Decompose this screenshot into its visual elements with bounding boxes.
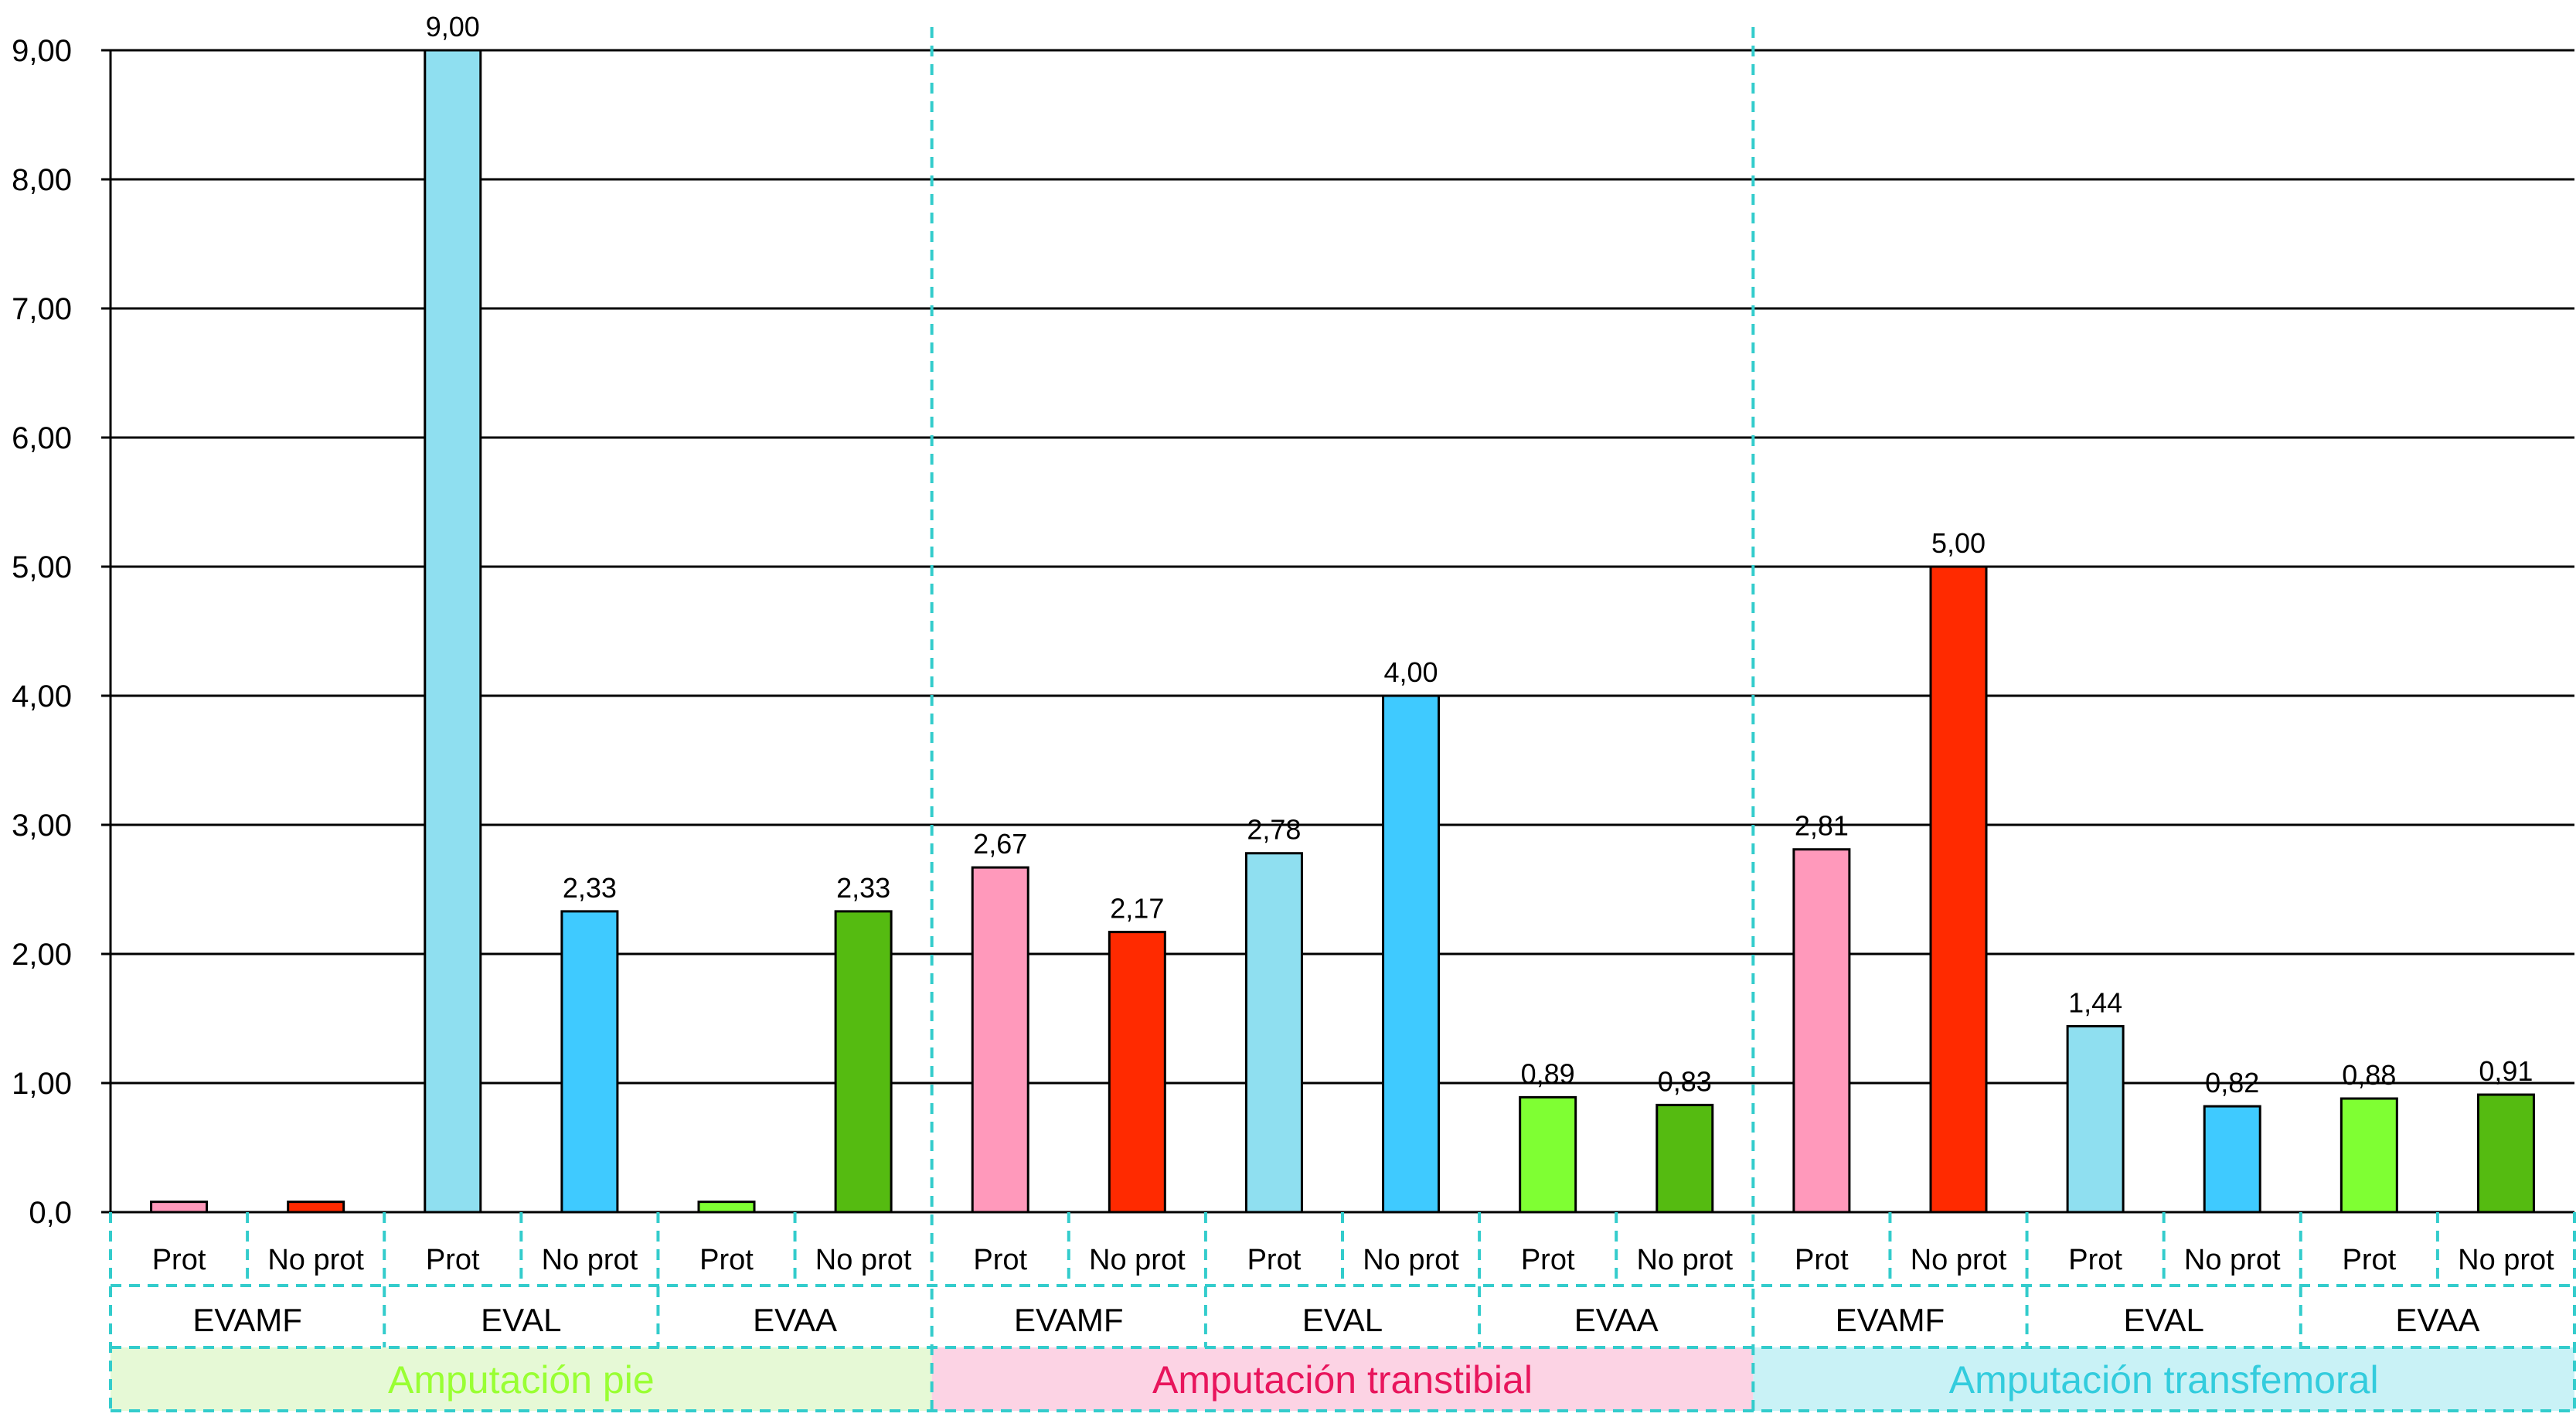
data-label: 0,91: [2479, 1055, 2533, 1087]
y-tick-label: 7,00: [12, 292, 72, 326]
data-label: 2,17: [1110, 893, 1164, 925]
condition-label: No prot: [2184, 1244, 2281, 1276]
y-tick-label: 5,00: [12, 550, 72, 584]
condition-label: Prot: [1247, 1244, 1302, 1276]
data-label: 9,00: [426, 11, 480, 43]
category-table: Prot No prot Prot No prot Prot No prot Prot No …: [109, 27, 2576, 1412]
data-label: 5,00: [1931, 527, 1986, 559]
bar: [2203, 1105, 2261, 1214]
y-axis: 0,0 1,00 2,00 3,00 4,00 5,00 6,00 7,00 8,00 9,00: [12, 34, 112, 1230]
data-label: 1,44: [2068, 987, 2122, 1019]
group-band: [931, 1347, 1754, 1411]
condition-label: Prot: [699, 1244, 754, 1276]
data-label: 0,89: [1521, 1058, 1575, 1089]
bar: [1382, 694, 1441, 1214]
bar: [287, 1201, 345, 1214]
bar: [1519, 1095, 1577, 1214]
y-tick-label: 3,00: [12, 809, 72, 843]
condition-label: No prot: [267, 1244, 364, 1276]
condition-label: Prot: [152, 1244, 206, 1276]
data-label: 4,00: [1384, 656, 1438, 688]
data-label: 0,82: [2205, 1067, 2259, 1099]
data-label: 0,83: [1658, 1065, 1712, 1097]
data-label: 2,78: [1247, 814, 1301, 846]
condition-label: Prot: [426, 1244, 480, 1276]
gridlines: [111, 49, 2574, 1214]
scale-label: EVAA: [2395, 1302, 2479, 1338]
condition-label: No prot: [1636, 1244, 1733, 1276]
data-label: 2,33: [563, 872, 617, 904]
y-tick-label: 6,00: [12, 421, 72, 455]
group-label: Amputación transtibial: [1152, 1358, 1533, 1402]
condition-label: No prot: [1363, 1244, 1459, 1276]
data-label: 0,88: [2342, 1059, 2396, 1091]
bar: [834, 910, 893, 1214]
scale-label: EVAMF: [1836, 1302, 1945, 1338]
group-band: [1753, 1347, 2574, 1411]
scale-label: EVAL: [481, 1302, 561, 1338]
y-tick-label: 2,00: [12, 938, 72, 972]
bar: [1244, 852, 1303, 1214]
condition-label: Prot: [973, 1244, 1027, 1276]
y-tick-label: 8,00: [12, 163, 72, 197]
bar: [2476, 1093, 2535, 1214]
y-tick-label: 1,00: [12, 1067, 72, 1101]
y-tick-label: 9,00: [12, 34, 72, 68]
condition-label: No prot: [815, 1244, 912, 1276]
scale-label: EVAA: [753, 1302, 837, 1338]
bar: [2066, 1025, 2125, 1214]
group-band: [111, 1347, 932, 1411]
group-label: Amputación pie: [388, 1358, 655, 1402]
condition-label: No prot: [1089, 1244, 1186, 1276]
condition-label: No prot: [2458, 1244, 2554, 1276]
group-label: Amputación transfemoral: [1949, 1358, 2379, 1402]
scale-label: EVAMF: [192, 1302, 302, 1338]
condition-label: Prot: [1521, 1244, 1575, 1276]
data-label: 2,33: [836, 872, 890, 904]
condition-label: No prot: [1911, 1244, 2007, 1276]
bar: [424, 49, 482, 1214]
scale-label: EVAA: [1574, 1302, 1659, 1338]
y-tick-label: 4,00: [12, 680, 72, 714]
scale-label: EVAL: [1302, 1302, 1383, 1338]
data-label: 2,81: [1795, 810, 1849, 842]
bar: [150, 1201, 209, 1214]
y-tick-label: 0,0: [29, 1196, 72, 1230]
scale-label: EVAMF: [1014, 1302, 1124, 1338]
bar: [2339, 1097, 2398, 1214]
bars: 9,00 2,33 2,33 2,67 2,17 2,78 4,00 0,89 0,83 2,81…: [150, 11, 2535, 1214]
bar: [1929, 565, 1988, 1214]
data-label: 2,67: [973, 828, 1027, 860]
bar: [971, 866, 1029, 1214]
bar: [1792, 848, 1851, 1214]
condition-label: No prot: [542, 1244, 638, 1276]
condition-label: Prot: [1795, 1244, 1849, 1276]
condition-label: Prot: [2068, 1244, 2122, 1276]
bar: [1108, 931, 1166, 1214]
bar: [697, 1201, 756, 1214]
bar: [560, 910, 619, 1214]
scale-label: EVAL: [2124, 1302, 2204, 1338]
condition-label: Prot: [2342, 1244, 2396, 1276]
bar: [1656, 1103, 1714, 1214]
